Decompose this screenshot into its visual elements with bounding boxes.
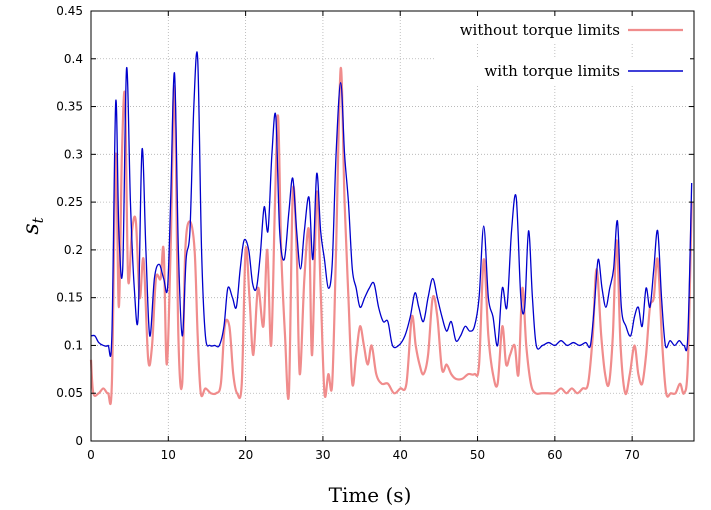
x-tick-label: 20 xyxy=(238,448,253,462)
plot-frame xyxy=(90,10,695,442)
series-line-without-torque-limits xyxy=(89,67,693,405)
x-tick-label: 10 xyxy=(161,448,176,462)
x-axis-label: Time (s) xyxy=(329,483,412,507)
x-tick-label: 0 xyxy=(87,448,95,462)
x-tick-label: 40 xyxy=(393,448,408,462)
y-tick-label: 0.35 xyxy=(56,100,83,114)
legend: without torque limits with torque limits xyxy=(436,17,690,84)
y-tick-label: 0.05 xyxy=(56,386,83,400)
y-tick-label: 0.2 xyxy=(64,243,83,257)
y-tick-label: 0.15 xyxy=(56,291,83,305)
legend-label: without torque limits xyxy=(460,21,620,39)
y-tick-label: 0.25 xyxy=(56,195,83,209)
series-line-with-torque-limits xyxy=(90,51,693,357)
x-tick-label: 50 xyxy=(470,448,485,462)
series-layer xyxy=(89,51,693,405)
x-tick-label: 30 xyxy=(315,448,330,462)
y-tick-label: 0.45 xyxy=(56,4,83,18)
y-tick-label: 0 xyxy=(75,434,83,448)
x-tick-label: 70 xyxy=(625,448,640,462)
y-axis-label: st xyxy=(19,216,47,234)
x-tick-label: 60 xyxy=(547,448,562,462)
y-tick-label: 0.3 xyxy=(64,147,83,161)
legend-label: with torque limits xyxy=(484,62,620,80)
axis-ticks: 0 10 20 30 40 50 60 70 0 0.05 0.1 0.15 0.2 0.25 0.3 0.3… xyxy=(56,4,694,462)
y-tick-label: 0.1 xyxy=(64,338,83,352)
y-tick-label: 0.4 xyxy=(64,52,83,66)
